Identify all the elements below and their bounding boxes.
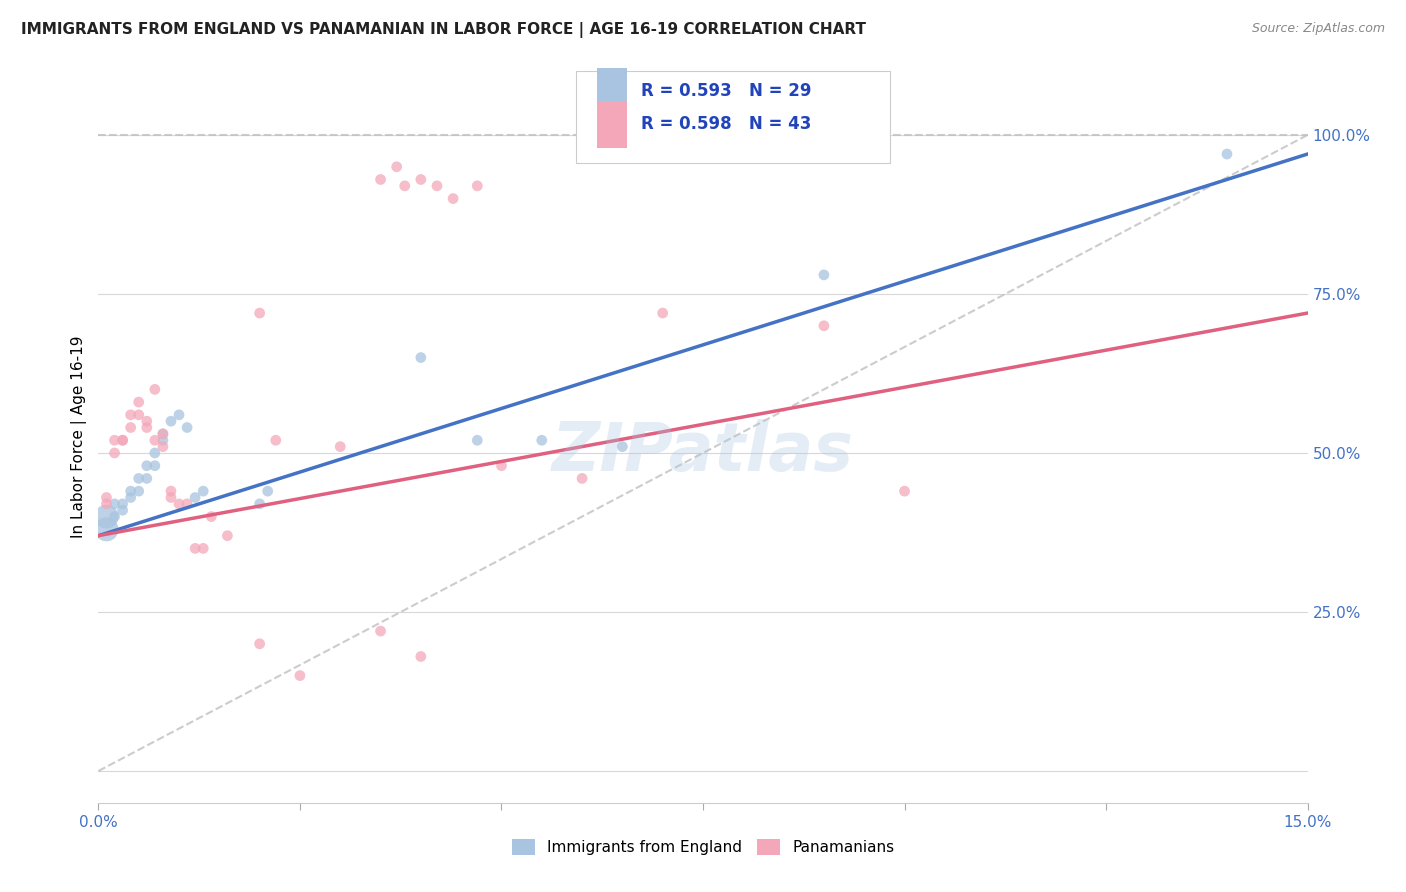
- Point: [385, 160, 408, 174]
- Point: [103, 434, 125, 448]
- Point: [441, 192, 464, 206]
- Point: [120, 408, 142, 422]
- Point: [1216, 147, 1239, 161]
- Point: [200, 509, 222, 524]
- Point: [217, 529, 239, 543]
- Point: [193, 541, 215, 556]
- Point: [409, 172, 432, 186]
- FancyBboxPatch shape: [576, 71, 890, 163]
- FancyBboxPatch shape: [596, 68, 627, 115]
- Point: [813, 268, 835, 282]
- Point: [651, 306, 673, 320]
- Point: [465, 178, 488, 193]
- Point: [612, 440, 634, 454]
- Text: IMMIGRANTS FROM ENGLAND VS PANAMANIAN IN LABOR FORCE | AGE 16-19 CORRELATION CHA: IMMIGRANTS FROM ENGLAND VS PANAMANIAN IN…: [21, 22, 866, 38]
- Point: [256, 484, 278, 499]
- Point: [143, 458, 166, 473]
- Point: [491, 458, 513, 473]
- Point: [370, 172, 392, 186]
- Point: [135, 420, 157, 434]
- Point: [143, 383, 166, 397]
- Point: [152, 440, 174, 454]
- FancyBboxPatch shape: [596, 101, 627, 148]
- Point: [370, 624, 392, 638]
- Point: [426, 178, 449, 193]
- Point: [120, 491, 142, 505]
- Point: [135, 471, 157, 485]
- Point: [530, 434, 553, 448]
- Point: [264, 434, 287, 448]
- Y-axis label: In Labor Force | Age 16-19: In Labor Force | Age 16-19: [72, 335, 87, 539]
- Point: [152, 426, 174, 441]
- Point: [176, 497, 198, 511]
- Point: [103, 509, 125, 524]
- Point: [111, 503, 134, 517]
- Point: [167, 497, 190, 511]
- Point: [152, 426, 174, 441]
- Point: [249, 306, 271, 320]
- Point: [176, 420, 198, 434]
- Point: [96, 522, 118, 536]
- Point: [160, 484, 183, 499]
- Text: R = 0.598   N = 43: R = 0.598 N = 43: [641, 115, 811, 134]
- Point: [120, 420, 142, 434]
- Point: [152, 434, 174, 448]
- Point: [571, 471, 593, 485]
- Point: [143, 446, 166, 460]
- Point: [128, 408, 150, 422]
- Point: [288, 668, 311, 682]
- Point: [813, 318, 835, 333]
- Point: [120, 484, 142, 499]
- Point: [135, 414, 157, 428]
- Point: [111, 434, 134, 448]
- Point: [128, 471, 150, 485]
- Text: Source: ZipAtlas.com: Source: ZipAtlas.com: [1251, 22, 1385, 36]
- Point: [103, 446, 125, 460]
- Point: [249, 497, 271, 511]
- Point: [143, 434, 166, 448]
- Point: [409, 649, 432, 664]
- Point: [111, 434, 134, 448]
- Point: [96, 509, 118, 524]
- Point: [184, 541, 207, 556]
- Point: [893, 484, 915, 499]
- Point: [465, 434, 488, 448]
- Point: [96, 497, 118, 511]
- Point: [135, 458, 157, 473]
- Point: [249, 637, 271, 651]
- Point: [103, 497, 125, 511]
- Point: [96, 491, 118, 505]
- Point: [193, 484, 215, 499]
- Point: [160, 491, 183, 505]
- Point: [128, 484, 150, 499]
- Point: [167, 408, 190, 422]
- Point: [184, 491, 207, 505]
- Point: [394, 178, 416, 193]
- Legend: Immigrants from England, Panamanians: Immigrants from England, Panamanians: [506, 833, 900, 861]
- Point: [329, 440, 352, 454]
- Text: ZIPatlas: ZIPatlas: [553, 418, 853, 484]
- Point: [128, 395, 150, 409]
- Point: [160, 414, 183, 428]
- Text: R = 0.593   N = 29: R = 0.593 N = 29: [641, 82, 811, 101]
- Point: [409, 351, 432, 365]
- Point: [111, 497, 134, 511]
